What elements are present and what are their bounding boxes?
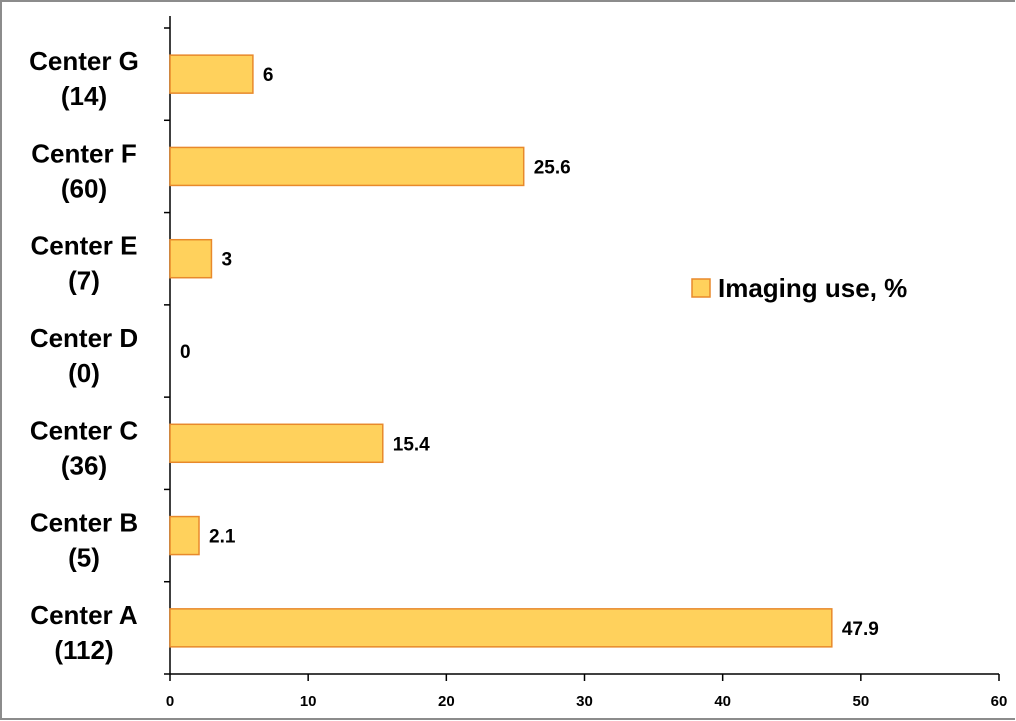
data-label: 25.6 xyxy=(534,157,571,178)
bar xyxy=(169,146,525,187)
category-label: Center E xyxy=(31,231,138,261)
category-label: Center F xyxy=(31,138,136,168)
category-count-label: (60) xyxy=(61,173,107,203)
x-tick-label: 0 xyxy=(166,693,174,710)
category-label: Center B xyxy=(30,508,138,538)
x-tick-label: 20 xyxy=(438,693,455,710)
category-count-label: (7) xyxy=(68,266,100,296)
data-label: 3 xyxy=(221,250,232,271)
category-label: Center G xyxy=(29,46,139,76)
category-label: Center A xyxy=(30,600,138,630)
bar xyxy=(169,608,833,648)
data-label: 2.1 xyxy=(209,527,236,548)
x-tick-label: 10 xyxy=(300,693,317,710)
x-tick-label: 40 xyxy=(714,693,731,710)
category-count-label: (5) xyxy=(68,543,100,573)
category-count-label: (14) xyxy=(61,81,107,111)
category-count-label: (112) xyxy=(54,635,113,665)
legend-swatch xyxy=(691,278,711,298)
x-tick-label: 30 xyxy=(576,693,593,710)
data-label: 0 xyxy=(180,342,191,363)
x-tick-label: 50 xyxy=(852,693,869,710)
legend-label: Imaging use, % xyxy=(718,273,907,303)
data-label: 15.4 xyxy=(393,434,430,455)
x-tick-label: 60 xyxy=(991,693,1008,710)
data-label: 6 xyxy=(263,65,274,86)
category-count-label: (0) xyxy=(68,358,100,388)
bar xyxy=(169,238,213,279)
category-count-label: (36) xyxy=(61,450,107,480)
bar xyxy=(169,423,384,464)
category-label: Center D xyxy=(30,323,138,353)
category-label: Center C xyxy=(30,415,139,445)
bar xyxy=(169,515,200,556)
data-label: 47.9 xyxy=(842,619,879,640)
bar xyxy=(169,54,254,94)
